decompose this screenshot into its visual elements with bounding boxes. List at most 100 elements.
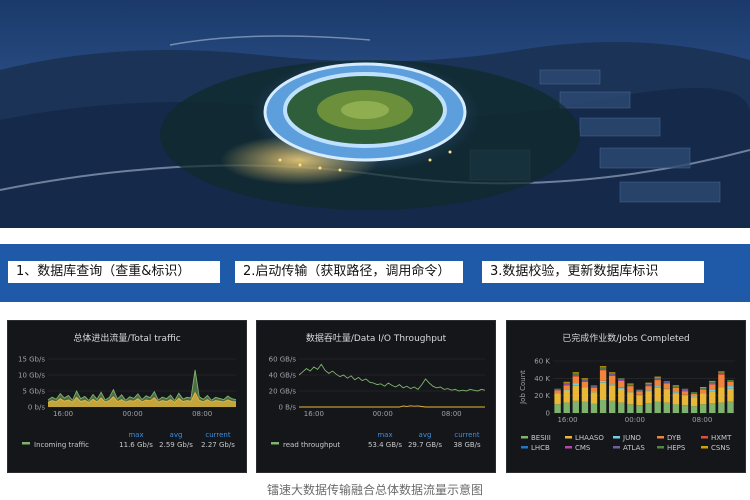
bar-segment-cms — [681, 390, 689, 392]
bar-segment-atlas — [681, 389, 689, 391]
legend-swatch — [22, 442, 30, 445]
bar-segment-csns — [700, 387, 707, 388]
bar-segment-juno — [672, 392, 680, 394]
legend-label-cms: CMS — [575, 444, 591, 452]
legend-header-avg: avg — [419, 431, 432, 439]
bar-segment-atlas — [563, 383, 570, 385]
bar-segment-juno — [590, 391, 598, 393]
bar-segment-atlas — [581, 380, 589, 381]
panel-title: 数据吞吐量/Data I/O Throughput — [305, 334, 447, 344]
bar-segment-juno — [727, 386, 734, 389]
bar-segment-atlas — [700, 388, 707, 390]
bar-segment-dyb — [581, 381, 589, 387]
bar-segment-lhaaso — [618, 388, 625, 403]
legend-header-max: max — [128, 431, 143, 439]
bar-segment-atlas — [636, 390, 643, 392]
bar-segment-heps — [636, 389, 643, 391]
bar-segment-atlas — [727, 380, 734, 382]
bar-segment-atlas — [709, 382, 716, 384]
legend-swatch-juno — [613, 436, 620, 439]
bar-segment-heps — [663, 380, 670, 382]
bar-segment-besiii — [645, 403, 652, 413]
bar-segment-hxmt — [572, 375, 579, 377]
x-tick-label: 16:00 — [557, 416, 577, 424]
bar-segment-cms — [618, 380, 625, 381]
bar-segment-lhaaso — [654, 387, 661, 402]
bar-segment-cms — [590, 387, 598, 388]
bar-segment-besiii — [609, 400, 616, 413]
y-tick-label: 40 K — [534, 375, 550, 383]
bar-segment-juno — [654, 386, 661, 388]
bar-segment-dyb — [672, 387, 680, 393]
legend-swatch-hxmt — [701, 436, 708, 439]
bar-segment-heps — [590, 385, 598, 387]
bar-segment-lhaaso — [663, 389, 670, 403]
x-tick-label: 08:00 — [692, 416, 712, 424]
bar-segment-csns — [645, 382, 652, 384]
bar-segment-dyb — [627, 386, 634, 392]
figure-caption: 镭速大数据传输融合总体数据流量示意图 — [266, 483, 483, 497]
legend-label-lhcb: LHCB — [531, 444, 550, 452]
bar-segment-juno — [609, 384, 616, 386]
bar-segment-atlas — [645, 384, 652, 386]
bar-segment-csns — [572, 372, 579, 374]
bar-segment-dyb — [663, 383, 670, 389]
x-tick-label: 00:00 — [123, 410, 143, 418]
bar-segment-heps — [654, 377, 661, 379]
bar-segment-juno — [599, 380, 607, 383]
bar-segment-besiii — [709, 403, 716, 413]
bar-segment-besiii — [563, 402, 570, 413]
bar-segment-lhcb — [581, 380, 589, 382]
bar-segment-dyb — [681, 391, 689, 395]
bar-segment-lhaaso — [636, 395, 643, 406]
bar-segment-cms — [645, 385, 652, 387]
bar-segment-heps — [681, 388, 689, 390]
legend-avg-value: 29.7 GB/s — [408, 441, 442, 449]
bar-segment-lhaaso — [627, 392, 634, 405]
bar-segment-besiii — [572, 400, 579, 413]
panel-title: 已完成作业数/Jobs Completed — [562, 334, 690, 344]
bar-segment-lhaaso — [554, 393, 561, 405]
bar-segment-lhaaso — [581, 387, 589, 402]
bar-segment-juno — [681, 394, 689, 396]
panel-data-throughput: 数据吞吐量/Data I/O Throughput 0 B/s 20 GB/s 40… — [256, 320, 496, 473]
bar-segment-lhaaso — [572, 385, 579, 401]
legend-series-name: read throughput — [283, 441, 340, 449]
jobs-completed-chart: 0 20 K 40 K 60 K 16:00 00:00 08:00 Job Count BES… — [519, 358, 735, 452]
bar-segment-dyb — [645, 386, 652, 391]
bar-segment-lhaaso — [563, 390, 570, 403]
bar-segment-csns — [609, 372, 616, 374]
panel-title: 总体进出流量/Total traffic — [73, 334, 181, 344]
legend-swatch-csns — [701, 446, 708, 449]
legend-current-value: 38 GB/s — [453, 441, 481, 449]
bar-segment-cms — [709, 383, 716, 385]
bar-segment-csns — [718, 371, 725, 373]
legend-swatch-atlas — [613, 446, 620, 449]
bar-segment-csns — [672, 385, 680, 387]
bar-segment-besiii — [636, 405, 643, 413]
legend-swatch-lhaaso — [565, 436, 572, 439]
bar-segment-heps — [563, 382, 570, 384]
legend-swatch-dyb — [657, 436, 664, 439]
step-2-label: 2.启动传输（获取路径，调用命令） — [235, 261, 463, 283]
bar-segment-hxmt — [599, 369, 607, 371]
legend-swatch — [271, 442, 279, 445]
bar-segment-lhaaso — [599, 382, 607, 400]
legend-swatch-lhcb — [521, 446, 528, 449]
bar-segment-juno — [618, 387, 625, 389]
bar-segment-lhaaso — [709, 391, 716, 404]
legend-header-current: current — [454, 431, 480, 439]
bar-segment-lhcb — [663, 382, 670, 384]
y-tick-label: 60 GB/s — [269, 356, 297, 364]
bar-segment-besiii — [681, 405, 689, 413]
bar-segment-besiii — [618, 402, 625, 413]
y-tick-label: 0 b/s — [28, 404, 45, 412]
bar-segment-lhaaso — [609, 385, 616, 401]
series-line-incoming-traffic — [47, 369, 237, 402]
legend-label-hxmt: HXMT — [711, 434, 732, 442]
bar-segment-atlas — [590, 386, 598, 387]
bar-segment-juno — [709, 389, 716, 392]
bar-segment-atlas — [663, 381, 670, 383]
y-tick-label: 20 K — [534, 392, 550, 400]
bar-segment-lhaaso — [700, 393, 707, 405]
